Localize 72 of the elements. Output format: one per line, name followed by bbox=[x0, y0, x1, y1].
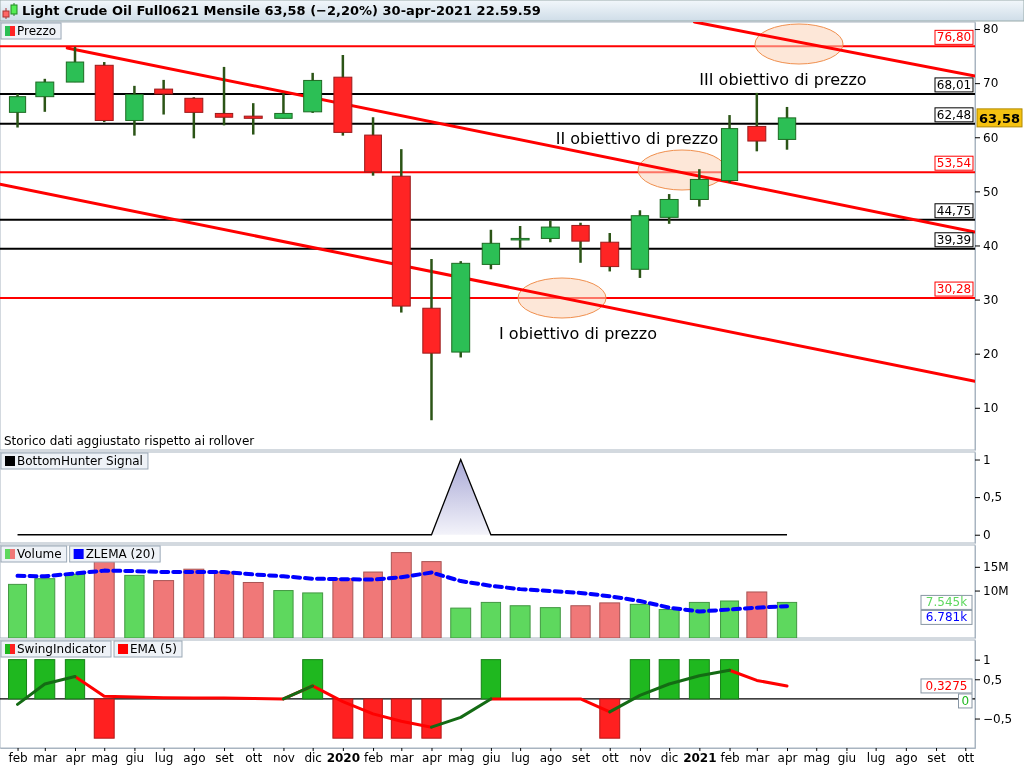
x-tick-label: nov bbox=[629, 750, 652, 765]
x-tick-label: dic bbox=[660, 750, 679, 765]
y-tick-label: 0 bbox=[983, 528, 991, 543]
x-tick-label: feb bbox=[8, 750, 28, 765]
y-tick-label: 40 bbox=[983, 238, 999, 253]
x-tick-label: giu bbox=[837, 750, 857, 765]
x-tick-label: 2020 bbox=[326, 750, 361, 765]
x-tick-label: ott bbox=[245, 750, 263, 765]
x-tick-label: apr bbox=[65, 750, 86, 765]
x-tick-label: mag bbox=[447, 750, 475, 765]
ref-line-label: 30,28 bbox=[936, 282, 972, 297]
legend-label: ZLEMA (20) bbox=[85, 547, 156, 561]
x-tick-label: 2021 bbox=[683, 750, 717, 765]
x-tick-label: mag bbox=[803, 750, 831, 765]
y-tick-label: 15M bbox=[983, 560, 1009, 575]
text: 63,58 bbox=[978, 110, 1021, 126]
legend-label: SwingIndicator bbox=[17, 642, 107, 656]
annotation: I obiettivo di prezzo bbox=[499, 324, 657, 343]
annotation: II obiettivo di prezzo bbox=[555, 129, 719, 148]
y-tick-label: 20 bbox=[983, 347, 999, 362]
annotation: 6.781k bbox=[925, 610, 968, 625]
ref-line-label: 76,80 bbox=[936, 30, 972, 45]
x-tick-label: ago bbox=[895, 750, 918, 765]
x-tick-label: apr bbox=[422, 750, 443, 765]
annotation: 0,3275 bbox=[925, 678, 968, 693]
ref-line-label: 39,39 bbox=[936, 232, 972, 247]
x-tick-label: lug bbox=[511, 750, 530, 765]
annotation: 0 bbox=[961, 693, 970, 708]
annotation: 7.545k bbox=[925, 595, 968, 610]
y-tick-label: 0,5 bbox=[983, 672, 1003, 687]
x-tick-label: giu bbox=[125, 750, 145, 765]
chart-title: Light Crude Oil Full0621 Mensile 63,58 (−2,20%) 30-apr-2021 22.59.59 bbox=[22, 3, 541, 18]
x-tick-label: set bbox=[215, 750, 234, 765]
y-tick-label: 50 bbox=[983, 184, 999, 199]
y-tick-label: 60 bbox=[983, 130, 999, 145]
y-tick-label: 1 bbox=[983, 652, 991, 667]
x-tick-label: mar bbox=[33, 750, 58, 765]
y-tick-label: 80 bbox=[983, 22, 999, 37]
x-tick-label: nov bbox=[272, 750, 295, 765]
x-tick-label: dic bbox=[304, 750, 322, 765]
legend-label: EMA (5) bbox=[130, 642, 177, 656]
y-tick-label: 0,5 bbox=[983, 490, 1003, 505]
x-tick-label: mar bbox=[389, 750, 414, 765]
x-tick-label: mar bbox=[745, 750, 770, 765]
legend-label: Volume bbox=[17, 547, 62, 561]
x-tick-label: mag bbox=[91, 750, 119, 765]
annotation: Storico dati aggiustato rispetto ai rollover bbox=[4, 434, 255, 448]
x-tick-label: set bbox=[571, 750, 591, 765]
ref-line-label: 53,54 bbox=[936, 156, 972, 171]
x-tick-label: lug bbox=[154, 750, 174, 765]
ref-line-label: 62,48 bbox=[936, 107, 972, 122]
x-tick-label: ott bbox=[601, 750, 619, 765]
x-tick-label: feb bbox=[720, 750, 740, 765]
x-tick-label: apr bbox=[777, 750, 798, 765]
legend-label: BottomHunter Signal bbox=[17, 454, 143, 468]
legend-label: Prezzo bbox=[17, 24, 57, 38]
x-tick-label: lug bbox=[866, 750, 886, 765]
x-tick-label: set bbox=[927, 750, 946, 765]
y-tick-label: 30 bbox=[983, 292, 999, 307]
annotation: III obiettivo di prezzo bbox=[699, 70, 867, 89]
x-tick-label: ago bbox=[183, 750, 206, 765]
ref-line-label: 68,01 bbox=[936, 77, 972, 92]
x-tick-label: ago bbox=[539, 750, 562, 765]
y-tick-label: −0,5 bbox=[983, 711, 1013, 726]
y-tick-label: 10 bbox=[983, 401, 999, 416]
ref-line-label: 44,75 bbox=[936, 203, 972, 218]
x-tick-label: ott bbox=[957, 750, 975, 765]
y-tick-label: 70 bbox=[983, 76, 999, 91]
y-tick-label: 10M bbox=[983, 583, 1009, 598]
y-tick-label: 1 bbox=[983, 452, 991, 467]
x-tick-label: feb bbox=[363, 750, 384, 765]
x-tick-label: giu bbox=[482, 750, 501, 765]
